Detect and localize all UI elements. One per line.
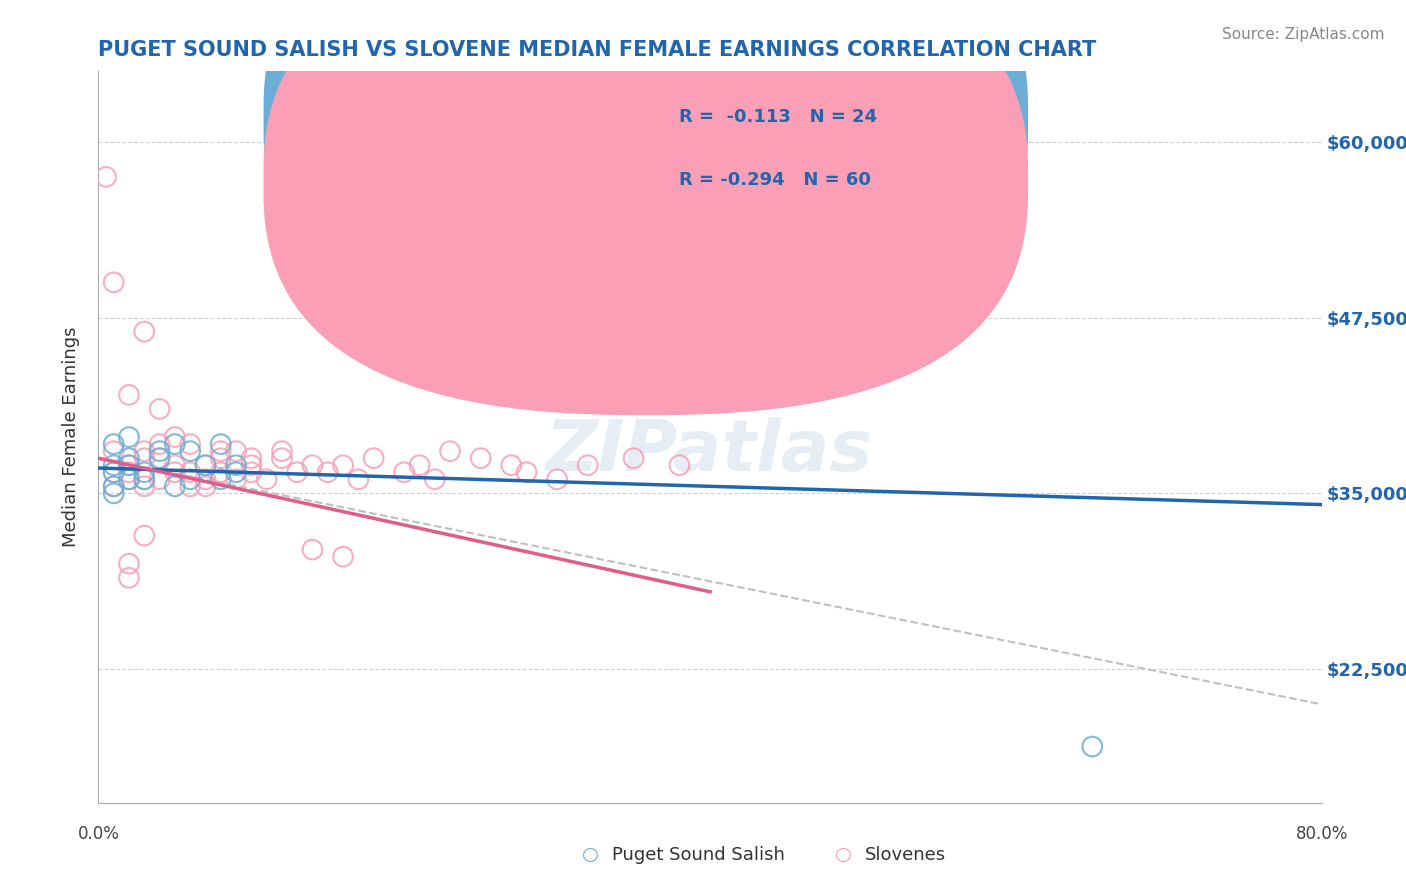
Text: 80.0%: 80.0% (1295, 825, 1348, 843)
Point (240, 451, 263, 466)
Point (149, 451, 172, 466)
Y-axis label: Median Female Earnings: Median Female Earnings (62, 326, 80, 548)
Point (118, 430, 141, 444)
Point (103, 479, 125, 493)
Point (179, 437, 201, 451)
Point (240, 458, 263, 473)
Point (118, 451, 141, 466)
Point (118, 458, 141, 473)
FancyBboxPatch shape (263, 0, 1028, 353)
Point (103, 479, 125, 493)
Point (179, 479, 201, 493)
Point (103, 437, 125, 451)
Point (392, 465, 416, 479)
Point (668, 458, 690, 473)
Point (118, 388, 141, 402)
Text: ○: ○ (835, 845, 852, 864)
Point (301, 458, 323, 473)
FancyBboxPatch shape (600, 94, 1015, 228)
Point (163, 430, 186, 444)
Point (1081, 739, 1104, 754)
Point (179, 472, 201, 486)
Point (316, 465, 339, 479)
Point (134, 444, 156, 458)
Point (103, 465, 125, 479)
Point (103, 465, 125, 479)
Point (118, 465, 141, 479)
Point (179, 465, 201, 479)
Point (501, 458, 523, 473)
Point (363, 451, 385, 466)
Point (118, 557, 141, 571)
Point (576, 458, 599, 473)
Point (194, 458, 217, 473)
Point (163, 458, 186, 473)
Point (285, 465, 308, 479)
Point (332, 458, 354, 473)
Point (163, 437, 186, 451)
Point (209, 437, 232, 451)
Point (423, 472, 446, 486)
FancyBboxPatch shape (263, 0, 1028, 415)
Point (134, 528, 156, 542)
Point (439, 444, 461, 458)
Point (163, 479, 186, 493)
Text: R =  -0.113   N = 24: R = -0.113 N = 24 (679, 108, 877, 126)
Point (194, 479, 217, 493)
Point (332, 549, 354, 564)
Text: 0.0%: 0.0% (77, 825, 120, 843)
Point (301, 542, 323, 557)
Point (134, 472, 156, 486)
Point (134, 479, 156, 493)
Point (240, 465, 263, 479)
Point (163, 465, 186, 479)
Point (209, 451, 232, 466)
Text: ZIPatlas: ZIPatlas (547, 417, 873, 486)
Point (134, 451, 156, 466)
Point (225, 465, 247, 479)
Text: Puget Sound Salish: Puget Sound Salish (612, 846, 785, 863)
Text: ○: ○ (582, 845, 599, 864)
Point (134, 472, 156, 486)
Point (118, 472, 141, 486)
Point (256, 472, 278, 486)
Point (103, 486, 125, 500)
Point (118, 472, 141, 486)
Point (209, 472, 232, 486)
Point (806, 318, 828, 332)
Point (134, 325, 156, 339)
Point (149, 401, 172, 416)
Point (134, 465, 156, 479)
Point (516, 465, 538, 479)
Point (194, 458, 217, 473)
Point (270, 444, 292, 458)
Point (103, 458, 125, 473)
Point (470, 451, 492, 466)
Point (225, 458, 247, 473)
Point (209, 444, 232, 458)
Point (149, 444, 172, 458)
Text: Slovenes: Slovenes (865, 846, 946, 863)
Point (103, 276, 125, 290)
Point (94, 169, 117, 184)
Point (179, 444, 201, 458)
Point (149, 451, 172, 466)
Text: R = -0.294   N = 60: R = -0.294 N = 60 (679, 170, 872, 188)
Point (225, 444, 247, 458)
Point (546, 472, 568, 486)
Point (270, 451, 292, 466)
Point (194, 472, 217, 486)
Point (118, 571, 141, 585)
Point (149, 437, 172, 451)
Point (347, 472, 370, 486)
Point (103, 444, 125, 458)
Point (149, 472, 172, 486)
Point (408, 458, 430, 473)
Point (209, 465, 232, 479)
Point (118, 458, 141, 473)
Text: PUGET SOUND SALISH VS SLOVENE MEDIAN FEMALE EARNINGS CORRELATION CHART: PUGET SOUND SALISH VS SLOVENE MEDIAN FEM… (98, 40, 1097, 60)
Point (225, 472, 247, 486)
Text: Source: ZipAtlas.com: Source: ZipAtlas.com (1222, 27, 1385, 42)
Point (623, 451, 645, 466)
